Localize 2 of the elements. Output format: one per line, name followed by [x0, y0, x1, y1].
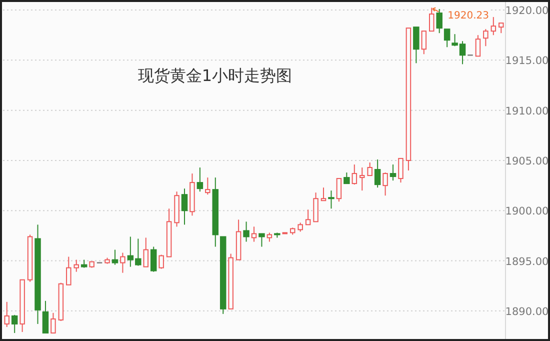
annotation: 1920.23: [448, 10, 489, 22]
title: 现货黄金1小时走势图: [138, 66, 292, 85]
